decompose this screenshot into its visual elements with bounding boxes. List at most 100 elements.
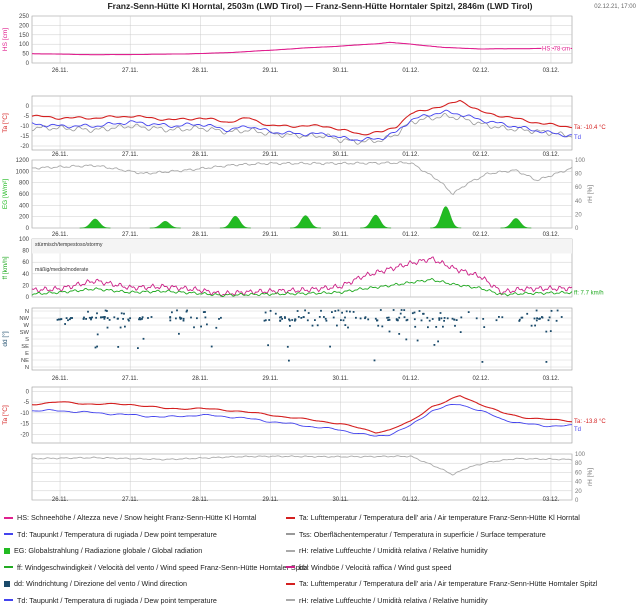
legend-label: Td: Taupunkt / Temperatura di rugiada / … — [17, 529, 217, 539]
y-axis-label: ff [km/h] — [2, 256, 9, 279]
moderate-band-label: mäßig/medio/moderate — [35, 267, 88, 273]
legend-label: Ta: Lufttemperatur / Temperatura dell' a… — [299, 579, 598, 588]
dd-point — [96, 333, 99, 336]
legend-label: Tss: Oberflächentemperatur / Temperatura… — [299, 529, 546, 539]
bb-line — [31, 256, 573, 298]
radiation-peak — [290, 215, 321, 229]
dd-point — [438, 319, 441, 321]
dd-point — [264, 311, 267, 314]
ff-end-label: ff: 7.7 km/h — [574, 291, 604, 297]
dd-point — [108, 319, 111, 321]
rh2-tick-label: 100 — [575, 452, 586, 458]
panel-frame-5 — [31, 386, 573, 444]
legend-swatch — [4, 599, 13, 601]
hs-tick-label: 200 — [19, 23, 30, 29]
ta2-tick-label: -20 — [20, 432, 29, 438]
dd-point — [364, 316, 367, 319]
dd-point — [347, 326, 349, 329]
eg-tick-label: 400 — [19, 203, 30, 209]
y-axis-label: rH [%] — [587, 185, 594, 203]
ff-line — [31, 277, 573, 298]
dd-point — [124, 325, 126, 328]
legend-label: dd: Windrichtung / Direzione del vento /… — [14, 579, 187, 588]
dd-point — [83, 316, 85, 319]
dd-point — [556, 309, 559, 312]
dd-point — [296, 310, 299, 312]
legend-swatch — [286, 516, 295, 519]
x-tick-label: 01.12. — [402, 68, 419, 74]
dd-point — [352, 311, 355, 313]
dd-point — [460, 316, 463, 319]
legend-item: Ta: Lufttemperatur / Temperatura dell' a… — [286, 513, 580, 522]
dd-point — [60, 318, 63, 320]
dd-point — [475, 317, 478, 320]
dd-category-label: N — [25, 365, 29, 371]
legend-swatch — [286, 549, 295, 552]
dd-point — [541, 316, 544, 319]
dd-point — [190, 316, 192, 319]
td2-line — [32, 404, 572, 437]
legend-label: Td: Taupunkt / Temperatura di rugiada / … — [17, 595, 217, 605]
x-tick-label: 27.11. — [122, 232, 139, 238]
dd-category-label: SE — [21, 344, 29, 350]
x-tick-label: 26.11. — [52, 68, 69, 74]
radiation-peak — [360, 214, 392, 229]
dd-point — [398, 333, 401, 335]
dd-point — [373, 359, 376, 362]
eg-tick-label: 600 — [19, 192, 30, 198]
ff-tick-label: 40 — [22, 272, 29, 278]
dd-point — [69, 317, 72, 319]
dd-point — [128, 319, 130, 322]
dd-point — [399, 312, 402, 315]
dd-point — [106, 326, 109, 329]
x-tick-label: 29.11. — [262, 68, 279, 74]
x-tick-label: 30.11. — [332, 68, 349, 74]
rh2-tick-label: 0 — [575, 498, 579, 504]
dd-point — [113, 316, 116, 319]
dd-point — [446, 317, 449, 320]
dd-point — [518, 318, 521, 321]
dd-point — [138, 318, 140, 321]
x-tick-label: 29.11. — [262, 376, 279, 382]
dd-point — [344, 316, 346, 319]
dd-category-label: W — [24, 323, 30, 329]
dd-point — [294, 319, 296, 322]
dd-point — [374, 317, 377, 320]
rh-tick-label: 0 — [575, 226, 579, 232]
dd-point — [193, 326, 195, 329]
dd-point — [141, 316, 144, 319]
rh-tick-label: 40 — [575, 199, 582, 205]
ta-tick-label: -15 — [20, 134, 29, 140]
dd-point — [518, 320, 521, 322]
dd-point — [289, 325, 291, 327]
dd-point — [59, 318, 61, 321]
dd-point — [71, 317, 73, 319]
x-tick-label: 30.11. — [332, 497, 349, 503]
tss-line — [31, 112, 573, 145]
x-tick-label: 28.11. — [192, 152, 209, 158]
dd-point — [332, 316, 335, 319]
legend-item: rH: relative Luftfeuchte / Umidità relat… — [286, 596, 488, 605]
dd-point — [169, 316, 172, 319]
x-tick-label: 29.11. — [262, 152, 279, 158]
x-tick-label: 02.12. — [472, 376, 489, 382]
x-tick-label: 29.11. — [262, 232, 279, 238]
dd-point — [341, 311, 343, 314]
dd-point — [185, 310, 188, 313]
dd-point — [169, 319, 172, 322]
dd-point — [279, 319, 282, 322]
x-tick-label: 28.11. — [192, 68, 209, 74]
x-tick-label: 01.12. — [402, 497, 419, 503]
dd-category-label: SW — [20, 330, 30, 336]
dd-point — [467, 311, 470, 313]
x-tick-label: 03.12. — [543, 497, 560, 503]
ff-tick-label: 80 — [22, 249, 29, 255]
radiation-peak — [219, 215, 251, 229]
dd-point — [536, 317, 538, 320]
ta2-tick-label: -5 — [24, 400, 30, 406]
x-tick-label: 03.12. — [543, 152, 560, 158]
dd-point — [336, 324, 338, 327]
legend-label: ff: Windgeschwindigkeit / Velocità del v… — [17, 562, 309, 572]
dd-point — [420, 319, 423, 322]
dd-point — [398, 316, 401, 319]
